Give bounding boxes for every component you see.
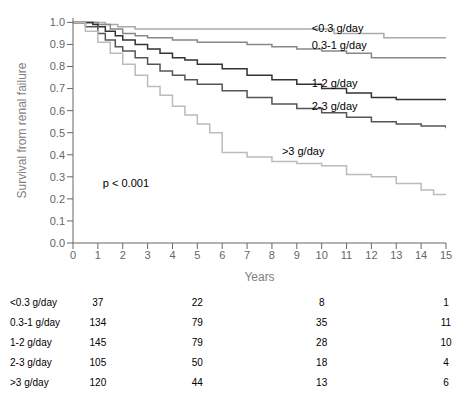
html-text:>3 g/day: >3 g/day: [10, 377, 49, 388]
svg-text:1.0: 1.0: [50, 16, 65, 28]
svg-text:0.6: 0.6: [50, 105, 65, 117]
html-text:1-2 g/day: 1-2 g/day: [10, 337, 52, 348]
html-text:35: 35: [316, 317, 328, 328]
svg-text:0.8: 0.8: [50, 60, 65, 72]
svg-text:0.7: 0.7: [50, 82, 65, 94]
svg-text:0.3: 0.3: [50, 171, 65, 183]
svg-text:<0.3 g/day: <0.3 g/day: [312, 22, 364, 34]
svg-text:1-2 g/day: 1-2 g/day: [312, 77, 358, 89]
svg-text:0: 0: [70, 249, 76, 261]
html-text:50: 50: [191, 357, 203, 368]
svg-text:0.1: 0.1: [50, 215, 65, 227]
html-text:8: 8: [318, 297, 325, 308]
html-text:0.3-1 g/day: 0.3-1 g/day: [10, 317, 60, 328]
svg-text:15: 15: [440, 249, 452, 261]
svg-text:3: 3: [145, 249, 151, 261]
svg-text:0.3-1 g/day: 0.3-1 g/day: [312, 39, 368, 51]
html-text:1: 1: [443, 297, 449, 308]
html-text:22: 22: [191, 297, 203, 308]
svg-text:9: 9: [294, 249, 300, 261]
svg-text:7: 7: [244, 249, 250, 261]
html-text:<0.3 g/day: <0.3 g/day: [10, 297, 57, 308]
html-text:4: 4: [443, 357, 449, 368]
html-text:120: 120: [89, 377, 107, 388]
svg-text:p < 0.001: p < 0.001: [103, 177, 149, 189]
svg-text:11: 11: [341, 249, 352, 261]
svg-text:5: 5: [194, 249, 200, 261]
html-text:105: 105: [89, 357, 107, 368]
html-text:18: 18: [316, 357, 328, 368]
svg-text:Years: Years: [244, 270, 274, 284]
html-text:2-3 g/day: 2-3 g/day: [10, 357, 52, 368]
html-text:44: 44: [191, 377, 203, 388]
html-text:79: 79: [191, 317, 203, 328]
svg-text:0.5: 0.5: [50, 127, 65, 139]
svg-text:0.2: 0.2: [50, 193, 65, 205]
svg-text:4: 4: [169, 249, 175, 261]
svg-text:0.4: 0.4: [50, 149, 65, 161]
html-text:28: 28: [316, 337, 328, 348]
html-text:145: 145: [89, 337, 107, 348]
svg-text:13: 13: [390, 249, 402, 261]
svg-text:6: 6: [219, 249, 225, 261]
svg-text:10: 10: [316, 249, 328, 261]
html-text:13: 13: [316, 377, 328, 388]
svg-text:14: 14: [415, 249, 427, 261]
html-text:6: 6: [443, 377, 449, 388]
svg-text:0.9: 0.9: [50, 38, 65, 50]
svg-text:1: 1: [95, 249, 101, 261]
html-text:79: 79: [191, 337, 203, 348]
svg-text:12: 12: [365, 249, 377, 261]
html-text:11: 11: [440, 317, 452, 328]
html-text:134: 134: [89, 317, 107, 328]
svg-text:8: 8: [269, 249, 275, 261]
html-text:10: 10: [440, 337, 452, 348]
html-text:37: 37: [92, 297, 104, 308]
svg-text:2: 2: [120, 249, 126, 261]
svg-text:0.0: 0.0: [50, 237, 65, 249]
svg-text:Survival from renal failure: Survival from renal failure: [15, 62, 29, 198]
svg-text:2-3 g/day: 2-3 g/day: [312, 100, 358, 112]
svg-text:>3 g/day: >3 g/day: [282, 145, 325, 157]
